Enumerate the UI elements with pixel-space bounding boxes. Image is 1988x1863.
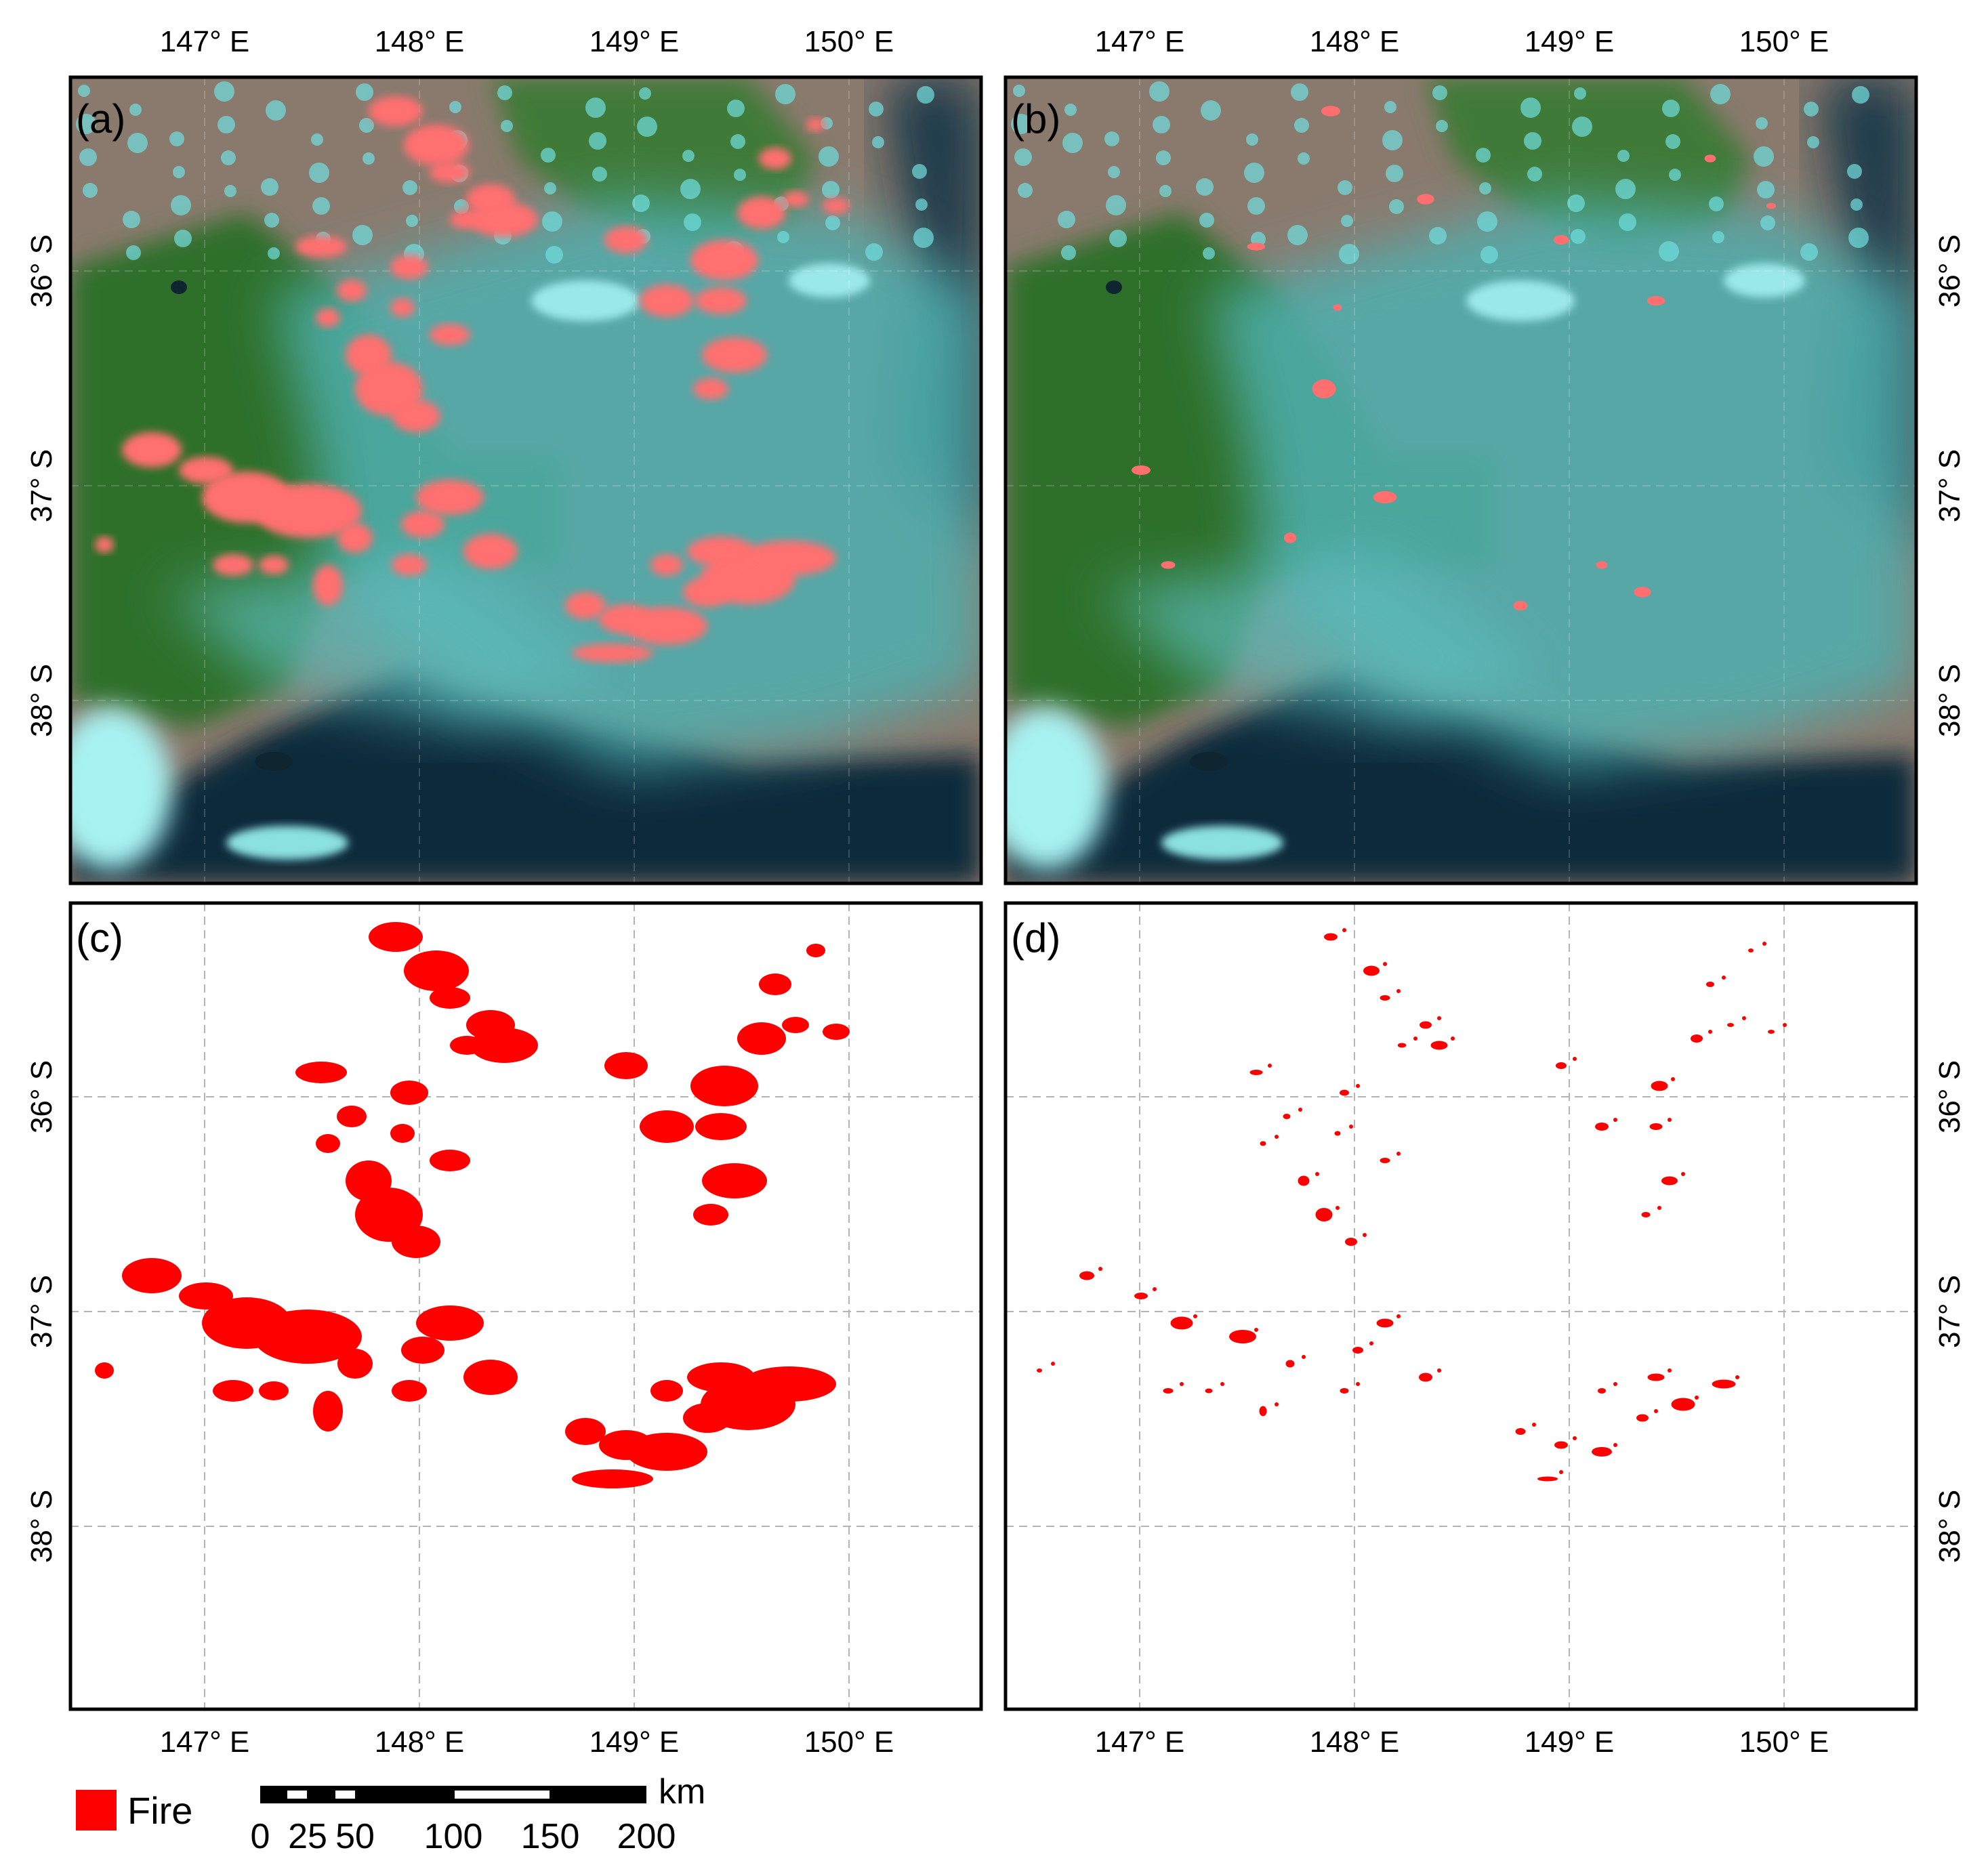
lon-label: 148° E <box>1310 25 1400 58</box>
scale-tick: 50 <box>335 1817 375 1856</box>
lat-label: 37° S <box>25 1275 58 1348</box>
lon-label: 148° E <box>1310 1725 1400 1759</box>
gridlines-d <box>1006 903 1916 1709</box>
lon-label: 150° E <box>804 25 894 58</box>
lat-label: 36° S <box>25 234 58 308</box>
lat-labels-right-top: 36° S 37° S 38° S <box>1933 234 1966 737</box>
lat-label: 37° S <box>1933 449 1966 522</box>
lon-label: 147° E <box>1095 1725 1185 1759</box>
lat-label: 36° S <box>1933 1060 1966 1133</box>
panel-d-frame <box>1003 901 1918 1711</box>
scale-tick: 100 <box>424 1817 483 1856</box>
lat-labels-left-bottom: 36° S 37° S 38° S <box>25 1060 58 1563</box>
lon-label: 149° E <box>1525 1725 1615 1759</box>
scale-tick: 150 <box>521 1817 580 1856</box>
lat-label: 38° S <box>25 664 58 737</box>
lat-label: 37° S <box>1933 1275 1966 1348</box>
panel-c <box>70 903 981 1709</box>
lon-label: 150° E <box>1739 1725 1829 1759</box>
lon-label: 149° E <box>1525 25 1615 58</box>
lat-label: 38° S <box>1933 1490 1966 1563</box>
panel-a-frame <box>68 75 983 885</box>
fire-overlay-a <box>95 96 850 663</box>
lon-label: 147° E <box>1095 25 1185 58</box>
panel-a-label: (a) <box>76 96 125 142</box>
lon-label: 150° E <box>804 1725 894 1759</box>
panel-c-label: (c) <box>76 915 123 961</box>
scale-tick: 200 <box>617 1817 676 1856</box>
panel-a <box>70 77 981 883</box>
fire-overlay-b <box>1132 106 1776 610</box>
panel-b <box>1006 77 1916 883</box>
panel-d-label: (d) <box>1011 915 1060 961</box>
lat-label: 37° S <box>25 449 58 522</box>
scale-bar: km 0 25 50 100 150 200 <box>251 1772 706 1856</box>
lon-label: 147° E <box>160 1725 250 1759</box>
lon-label: 148° E <box>375 25 465 58</box>
lon-label: 149° E <box>589 25 680 58</box>
lat-labels-right-bottom: 36° S 37° S 38° S <box>1933 1060 1966 1563</box>
lon-label: 148° E <box>375 1725 465 1759</box>
lon-labels-bottom-right: 147° E 148° E 149° E 150° E <box>1095 1725 1829 1759</box>
lon-label: 149° E <box>589 1725 680 1759</box>
scale-unit: km <box>659 1772 705 1812</box>
scale-tick: 25 <box>288 1817 327 1856</box>
lon-labels-bottom-left: 147° E 148° E 149° E 150° E <box>160 1725 894 1759</box>
panel-c-frame <box>68 901 983 1711</box>
lon-labels-top-right: 147° E 148° E 149° E 150° E <box>1095 25 1829 58</box>
legend: Fire <box>76 1789 192 1832</box>
lat-labels-left-top: 36° S 37° S 38° S <box>25 234 58 737</box>
scale-tick: 0 <box>251 1817 270 1856</box>
lat-label: 38° S <box>1933 664 1966 737</box>
legend-label: Fire <box>127 1789 192 1832</box>
lat-label: 38° S <box>25 1490 58 1563</box>
legend-swatch <box>76 1790 117 1830</box>
lat-label: 36° S <box>25 1060 58 1133</box>
fire-map-d <box>1037 928 1787 1482</box>
panel-b-frame <box>1003 75 1918 885</box>
lon-label: 150° E <box>1739 25 1829 58</box>
lon-label: 147° E <box>160 25 250 58</box>
panel-b-label: (b) <box>1011 96 1060 142</box>
gridlines-c <box>70 903 981 1709</box>
panel-d <box>1006 903 1916 1709</box>
fire-map-c <box>95 922 850 1488</box>
panel-d-background <box>1006 903 1916 1709</box>
satellite-image-b <box>1006 77 1916 883</box>
lon-labels-top-left: 147° E 148° E 149° E 150° E <box>160 25 894 58</box>
lat-label: 36° S <box>1933 234 1966 308</box>
